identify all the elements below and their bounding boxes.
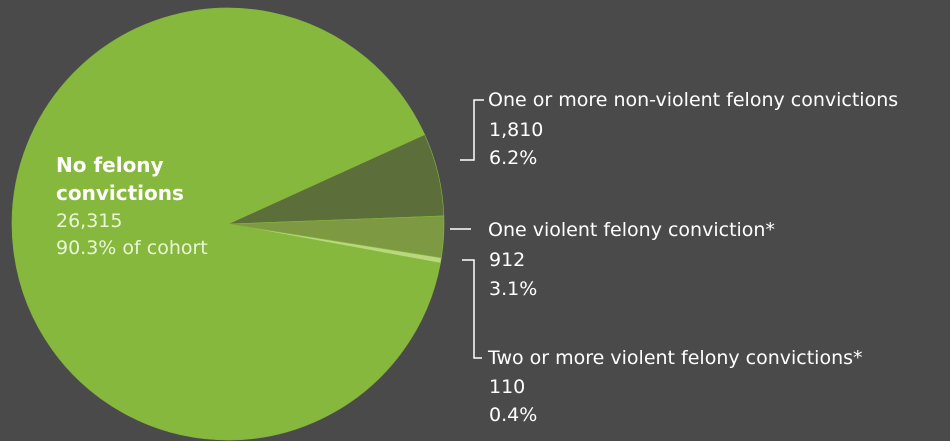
callout-one-violent-percent: 3.1% <box>489 278 537 300</box>
callout-two-violent-count: 110 <box>489 376 525 398</box>
main-slice-percent: 90.3% of cohort <box>56 237 208 259</box>
callout-one-violent-count: 912 <box>489 249 525 271</box>
main-slice-label: No felony convictions 26,315 90.3% of co… <box>56 153 208 259</box>
callout-nonviolent-name: One or more non-violent felony convictio… <box>488 89 898 111</box>
callout-one-violent: One violent felony conviction* 912 3.1% <box>488 219 775 300</box>
callout-nonviolent-count: 1,810 <box>489 119 543 141</box>
pie-slices <box>11 7 445 441</box>
leader-line-nonviolent <box>460 99 484 161</box>
callout-nonviolent-percent: 6.2% <box>489 147 537 169</box>
main-slice-name-line-2: convictions <box>56 181 184 205</box>
main-slice-name-line-1: No felony <box>56 153 164 177</box>
slice-no-felony <box>11 7 441 441</box>
callout-nonviolent: One or more non-violent felony convictio… <box>488 89 898 169</box>
leader-lines <box>450 99 484 359</box>
callout-two-violent-percent: 0.4% <box>489 404 537 426</box>
leader-line-two-violent <box>462 259 482 359</box>
main-slice-count: 26,315 <box>56 210 122 232</box>
callout-one-violent-name: One violent felony conviction* <box>488 219 775 241</box>
callout-two-violent-name: Two or more violent felony convictions* <box>487 347 863 369</box>
callout-two-violent: Two or more violent felony convictions* … <box>487 347 863 426</box>
